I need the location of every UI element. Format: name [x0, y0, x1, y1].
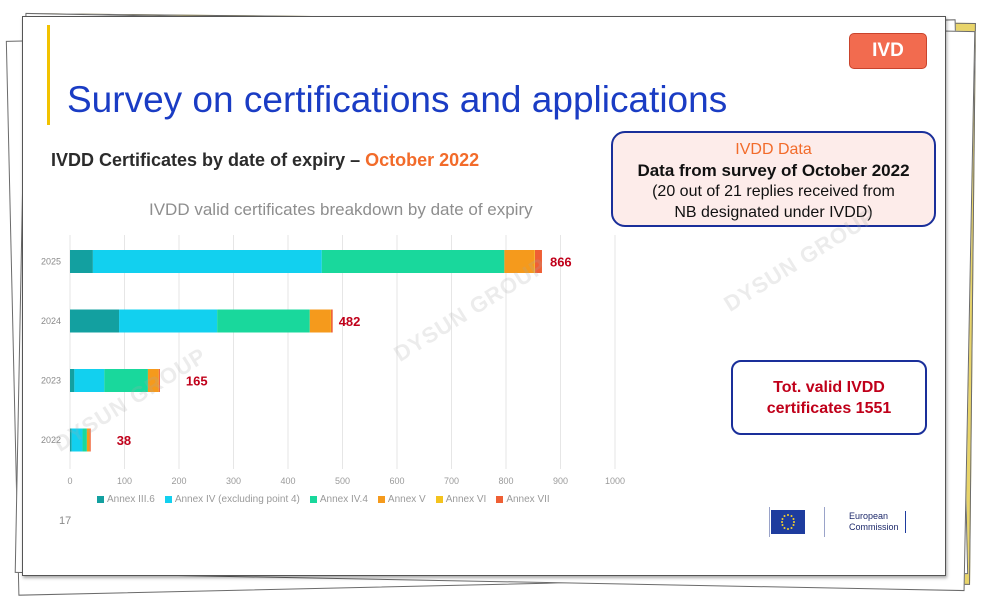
y-category-label: 2024 — [41, 316, 61, 326]
x-tick-label: 400 — [280, 476, 295, 486]
bar-segment — [321, 250, 505, 273]
info-box-line: (20 out of 21 replies received from — [652, 183, 895, 200]
y-category-label: 2025 — [41, 257, 61, 267]
bar-segment — [82, 428, 87, 452]
bar-segment — [309, 309, 331, 333]
bar-segment — [70, 309, 120, 333]
x-tick-label: 900 — [553, 476, 568, 486]
legend-label: Annex VI — [445, 494, 487, 505]
subtitle-main: IVDD Certificates by date of expiry – — [51, 150, 361, 170]
x-tick-label: 300 — [226, 476, 241, 486]
legend-swatch — [164, 496, 172, 503]
bar-total-label: 482 — [339, 314, 361, 329]
y-category-label: 2023 — [41, 376, 61, 386]
bar-segment — [217, 309, 310, 333]
bar-total-label: 38 — [117, 433, 131, 448]
slide-subtitle: IVDD Certificates by date of expiry – Oc… — [51, 150, 479, 171]
bar-segment — [86, 428, 90, 452]
bar-segment — [119, 309, 218, 333]
x-tick-label: 500 — [335, 476, 350, 486]
legend-label: Annex IV (excluding point 4) — [174, 494, 300, 505]
legend-swatch — [309, 496, 317, 503]
bar-segment — [92, 250, 322, 273]
legend-swatch — [97, 496, 104, 503]
bar-segment — [331, 309, 333, 333]
european-commission-logo: European Commission — [769, 507, 906, 537]
stacked-bar-chart: 0 100 200 300 400 500 600 700 800 900 1000 2025 866 2… — [41, 235, 625, 486]
page-number: 17 — [59, 515, 72, 527]
bar-segment — [70, 428, 72, 452]
accent-bar — [47, 25, 50, 125]
legend-swatch — [435, 496, 443, 503]
legend-item: Annex VI — [435, 494, 487, 505]
legend-label: Annex III.6 — [107, 494, 155, 505]
total-box-line: certificates 1551 — [766, 400, 892, 417]
legend-item: Annex III.6 — [97, 494, 155, 505]
bar-segment — [70, 250, 93, 273]
legend-label: Annex IV.4 — [319, 494, 368, 505]
legend-label: Annex V — [387, 494, 426, 505]
legend-swatch — [377, 496, 385, 503]
legend-label: Annex VII — [506, 494, 550, 505]
total-box-line: Tot. valid IVDD — [773, 379, 885, 396]
x-tick-label: 100 — [117, 476, 132, 486]
y-category-label: 2022 — [41, 435, 61, 445]
x-tick-label: 600 — [389, 476, 404, 486]
x-tick-label: 200 — [171, 476, 186, 486]
bar-segment — [104, 369, 148, 392]
chart-legend: Annex III.6 Annex IV (excluding point 4) A… — [97, 494, 550, 505]
bar-segment — [89, 428, 91, 452]
subtitle-accent: October 2022 — [365, 150, 480, 170]
ec-building-icon — [769, 507, 825, 537]
bar-segment — [70, 369, 75, 392]
x-tick-label: 800 — [498, 476, 513, 486]
slide: IVD Survey on certifications and applica… — [22, 16, 946, 576]
bar-segment — [71, 428, 83, 452]
x-tick-label: 0 — [67, 476, 72, 486]
bar-segment — [534, 250, 542, 273]
ec-logo-text: European Commission — [849, 511, 906, 533]
bar-segment — [74, 369, 105, 392]
bar-segment — [534, 250, 536, 273]
info-box-line: NB designated under IVDD) — [674, 204, 873, 221]
bar-segment — [158, 369, 160, 392]
slide-title: Survey on certifications and application… — [67, 79, 728, 120]
bar-total-label: 866 — [550, 255, 572, 270]
bar-total-label: 165 — [186, 374, 208, 389]
bar-segment — [504, 250, 535, 273]
x-tick-label: 700 — [444, 476, 459, 486]
ivd-badge: IVD — [849, 33, 927, 69]
legend-item: Annex IV.4 — [309, 494, 368, 505]
info-box-line: Data from survey of October 2022 — [637, 161, 910, 180]
legend-swatch — [496, 496, 504, 503]
x-tick-label: 1000 — [605, 476, 625, 486]
chart-title: IVDD valid certificates breakdown by dat… — [149, 200, 533, 219]
total-certificates-box: Tot. valid IVDD certificates 1551 — [731, 360, 927, 435]
eu-flag-icon — [771, 510, 805, 534]
legend-item: Annex V — [377, 494, 426, 505]
legend-item: Annex IV (excluding point 4) — [164, 494, 300, 505]
bar-segment — [330, 309, 332, 333]
bar-segment — [147, 369, 159, 392]
legend-item: Annex VII — [496, 494, 550, 505]
ivdd-data-box: IVDD Data Data from survey of October 20… — [611, 131, 936, 227]
info-box-title: IVDD Data — [735, 141, 812, 158]
